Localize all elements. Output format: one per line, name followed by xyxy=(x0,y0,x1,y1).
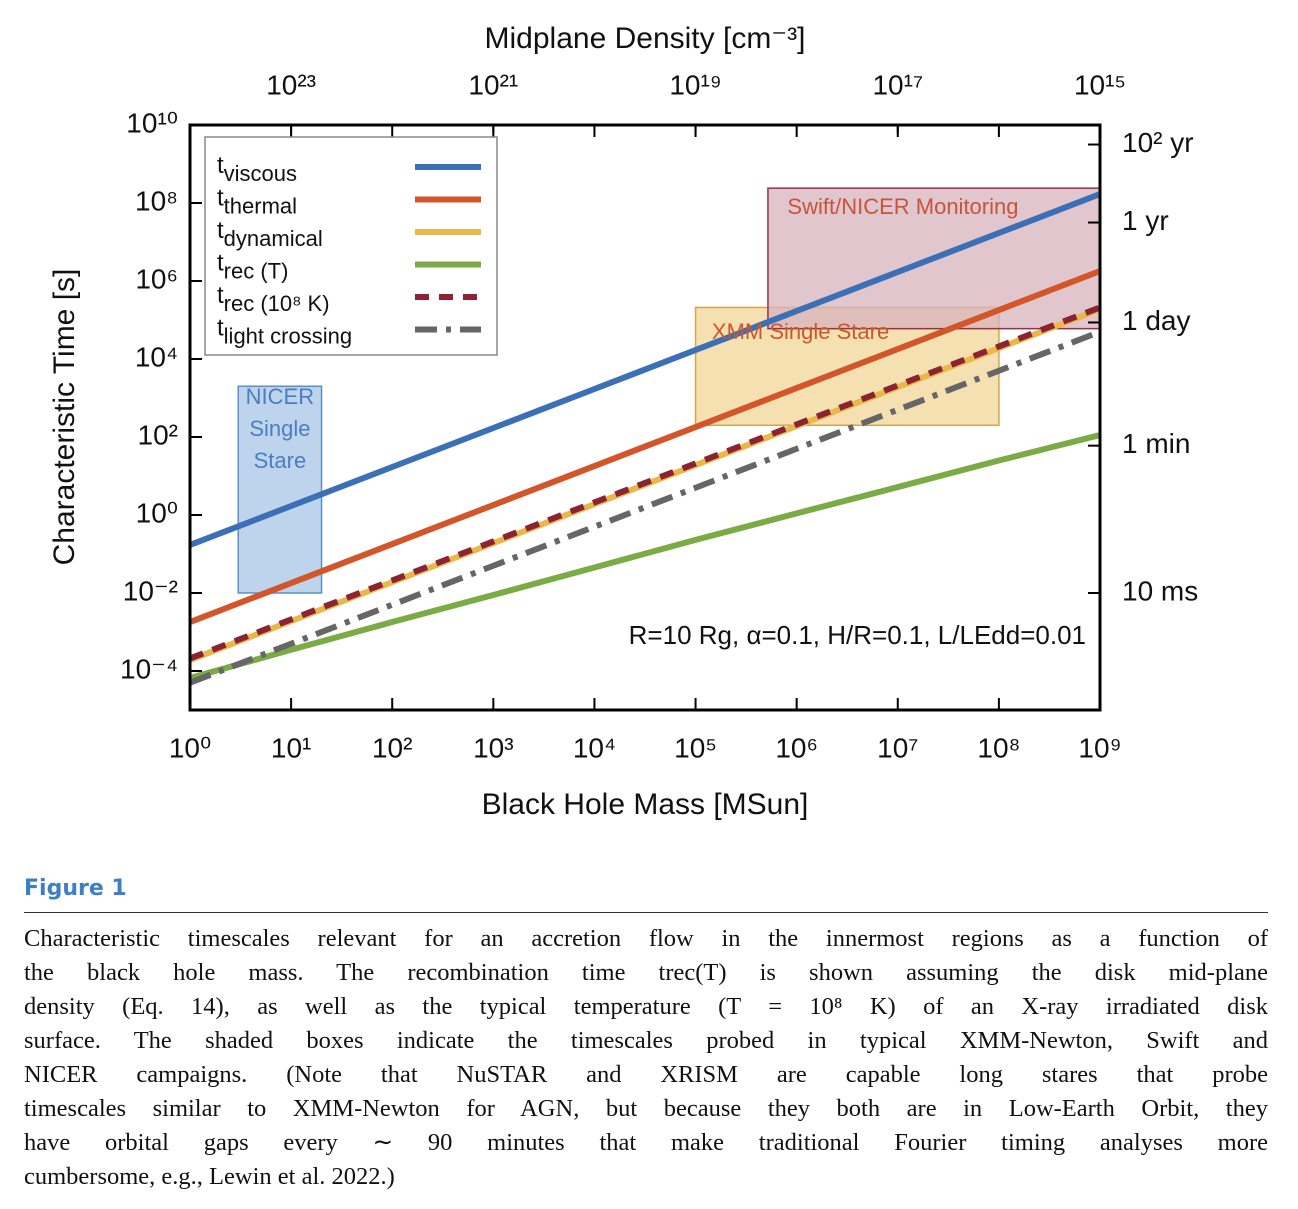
y-tick-label: 10⁻² xyxy=(123,575,178,606)
series-line xyxy=(190,432,1100,681)
y-tick-label: 10¹⁰ xyxy=(126,107,178,138)
x-axis-title: Black Hole Mass [MSun] xyxy=(482,788,809,821)
x2-tick-label: 10¹⁷ xyxy=(872,69,923,100)
region-label: Stare xyxy=(254,448,307,473)
y2-tick-label: 1 min xyxy=(1122,428,1190,459)
x-tick-label: 10⁷ xyxy=(877,732,918,763)
x-tick-label: 10⁶ xyxy=(775,732,818,763)
y2-tick-label: 1 yr xyxy=(1122,205,1169,236)
caption-line: NICER campaigns. (Note that NuSTAR and X… xyxy=(24,1061,1268,1088)
x-tick-label: 10³ xyxy=(473,732,513,763)
x2-tick-label: 10²¹ xyxy=(468,69,518,100)
x2-tick-label: 10¹⁹ xyxy=(669,69,721,100)
caption-line: cumbersome, e.g., Lewin et al. 2022.) xyxy=(24,1163,395,1190)
x-tick-label: 10² xyxy=(372,732,412,763)
legend-label: tthermal xyxy=(217,185,297,218)
y2-tick-label: 10 ms xyxy=(1122,575,1198,606)
plot-frame xyxy=(188,123,1102,712)
x-tick-label: 10¹ xyxy=(271,732,311,763)
y-tick-label: 10² xyxy=(138,419,178,450)
x2-axis-title: Midplane Density [cm⁻³] xyxy=(485,22,806,55)
y-tick-label: 10⁰ xyxy=(136,497,178,528)
series-line xyxy=(190,191,1100,548)
x2-tick-label: 10¹⁵ xyxy=(1074,69,1126,100)
caption-line: surface. The shaded boxes indicate the t… xyxy=(24,1027,1268,1054)
y-axis-title: Characteristic Time [s] xyxy=(48,269,81,566)
x-tick-label: 10⁵ xyxy=(674,732,717,763)
y2-tick-label: 10² yr xyxy=(1122,127,1194,158)
region-label: Swift/NICER Monitoring xyxy=(787,194,1018,219)
region-label: NICER xyxy=(246,384,314,409)
series-line xyxy=(190,328,1100,686)
y2-tick-label: 1 day xyxy=(1122,305,1191,336)
legend-label: tdynamical xyxy=(217,217,323,250)
caption-line: the black hole mass. The recombination t… xyxy=(24,959,1268,986)
caption-line: Characteristic timescales relevant for a… xyxy=(24,925,1268,952)
plot-area xyxy=(190,187,1100,686)
y-tick-label: 10⁻⁴ xyxy=(120,653,178,684)
chart: Midplane Density [cm⁻³] Black Hole Mass … xyxy=(48,22,1198,821)
x-tick-label: 10⁹ xyxy=(1078,732,1121,763)
series-line xyxy=(190,304,1100,662)
series-line xyxy=(190,268,1100,625)
legend-box xyxy=(204,136,498,356)
x-tick-label: 10⁰ xyxy=(169,732,211,763)
caption-line: density (Eq. 14), as well as the typical… xyxy=(24,993,1268,1020)
figure-label: Figure 1 xyxy=(24,876,127,901)
legend-label: tviscous xyxy=(217,152,297,185)
y-tick-label: 10⁴ xyxy=(135,341,178,372)
caption-line: have orbital gaps every ∼ 90 minutes tha… xyxy=(24,1129,1268,1156)
annotation: R=10 Rg, α=0.1, H/R=0.1, L/LEdd=0.01 xyxy=(629,620,1086,650)
x-tick-label: 10⁴ xyxy=(573,732,616,763)
legend-label: tlight crossing xyxy=(217,315,352,348)
y-tick-label: 10⁶ xyxy=(135,263,178,294)
legend-label: trec (10⁸ K) xyxy=(217,282,330,315)
region-label: XMM Single Stare xyxy=(712,319,889,344)
caption: Characteristic timescales relevant for a… xyxy=(24,922,1268,1194)
caption-rule xyxy=(24,912,1268,913)
x2-tick-label: 10²³ xyxy=(266,69,316,100)
region-box xyxy=(237,385,323,594)
x-tick-label: 10⁸ xyxy=(977,732,1020,763)
region-label: Single xyxy=(249,416,310,441)
legend-label: trec (T) xyxy=(217,250,288,283)
caption-line: timescales similar to XMM-Newton for AGN… xyxy=(24,1095,1268,1122)
y-tick-label: 10⁸ xyxy=(135,185,178,216)
